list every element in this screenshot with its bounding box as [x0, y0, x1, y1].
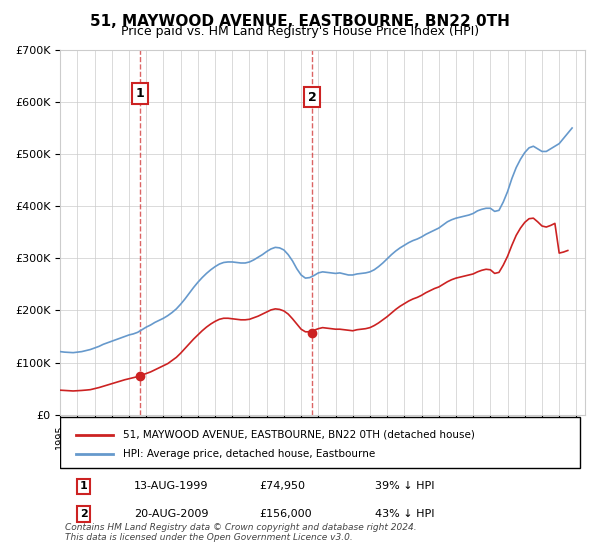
Text: 20-AUG-2009: 20-AUG-2009 [134, 508, 208, 519]
Text: 13-AUG-1999: 13-AUG-1999 [134, 482, 208, 491]
FancyBboxPatch shape [60, 417, 580, 468]
Text: 1: 1 [80, 482, 88, 491]
Text: 1: 1 [135, 87, 144, 100]
Text: £74,950: £74,950 [260, 482, 305, 491]
Text: HPI: Average price, detached house, Eastbourne: HPI: Average price, detached house, East… [123, 449, 376, 459]
Text: 51, MAYWOOD AVENUE, EASTBOURNE, BN22 0TH (detached house): 51, MAYWOOD AVENUE, EASTBOURNE, BN22 0TH… [123, 430, 475, 440]
Text: 2: 2 [80, 508, 88, 519]
Text: 39% ↓ HPI: 39% ↓ HPI [375, 482, 434, 491]
Text: Contains HM Land Registry data © Crown copyright and database right 2024.
This d: Contains HM Land Registry data © Crown c… [65, 523, 417, 543]
Text: Price paid vs. HM Land Registry's House Price Index (HPI): Price paid vs. HM Land Registry's House … [121, 25, 479, 38]
Text: 43% ↓ HPI: 43% ↓ HPI [375, 508, 434, 519]
Text: 51, MAYWOOD AVENUE, EASTBOURNE, BN22 0TH: 51, MAYWOOD AVENUE, EASTBOURNE, BN22 0TH [90, 14, 510, 29]
Text: £156,000: £156,000 [260, 508, 312, 519]
Text: 2: 2 [308, 91, 316, 104]
